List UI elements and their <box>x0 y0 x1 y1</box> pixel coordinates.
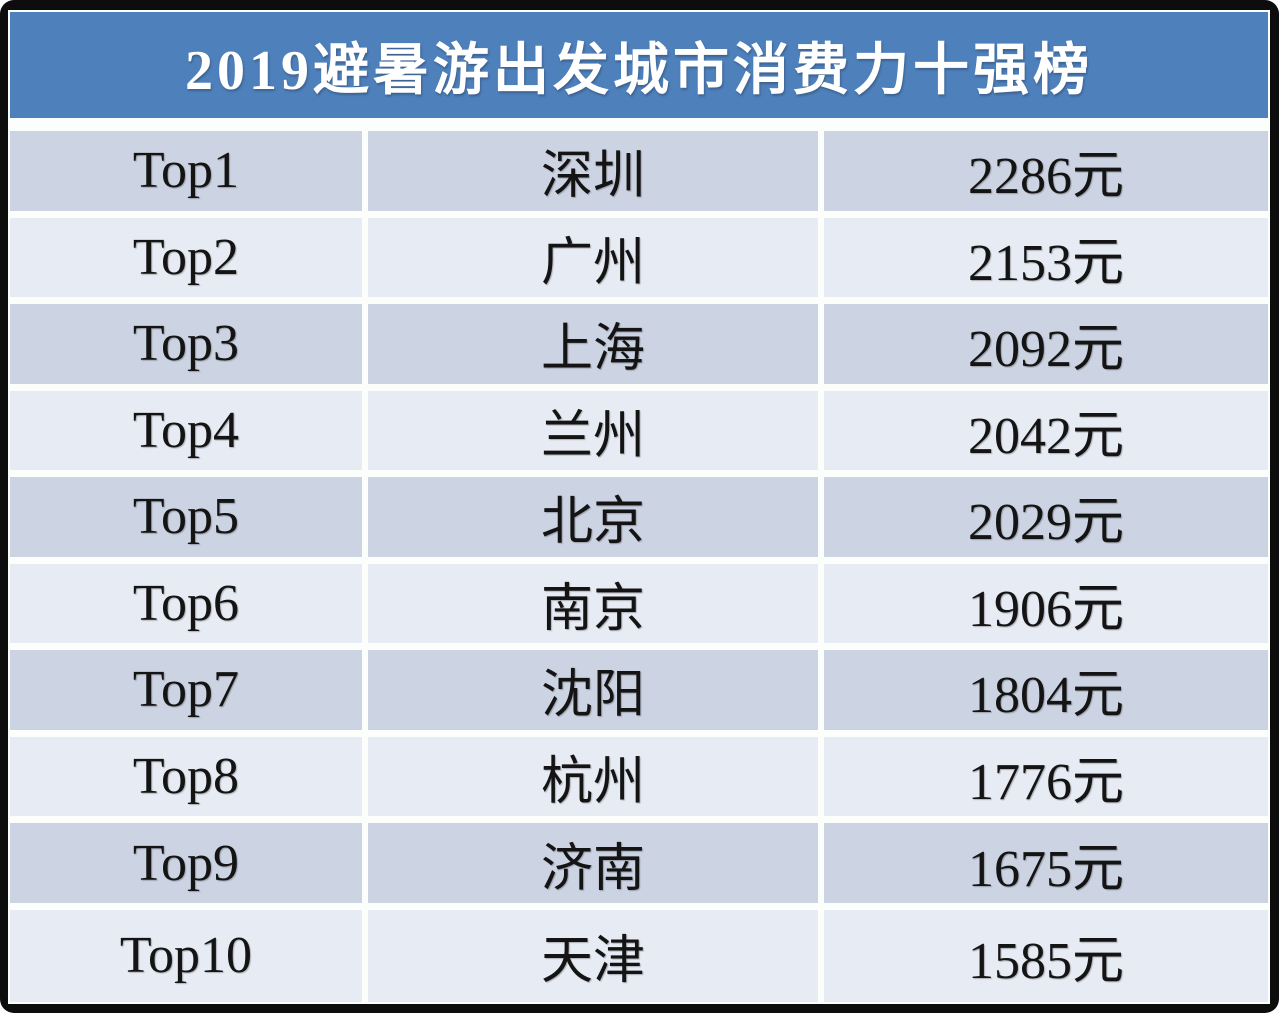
price-cell: 1906元 <box>824 563 1268 644</box>
table-row: Top7 沈阳 1804元 <box>10 650 1268 730</box>
city-cell: 上海 <box>368 304 818 384</box>
city-cell: 北京 <box>368 477 818 557</box>
price-cell: 1675元 <box>824 823 1268 903</box>
rank-cell: Top7 <box>10 650 362 730</box>
rank-cell: Top10 <box>10 909 362 1003</box>
price-cell: 1804元 <box>824 650 1268 730</box>
rank-cell: Top1 <box>10 131 362 211</box>
city-cell: 济南 <box>368 823 818 903</box>
city-cell: 天津 <box>368 909 818 1003</box>
rank-cell: Top8 <box>10 736 362 817</box>
table-title-bar: 2019避暑游出发城市消费力十强榜 <box>10 12 1268 118</box>
city-cell: 沈阳 <box>368 650 818 730</box>
table-row: Top6 南京 1906元 <box>10 563 1268 644</box>
price-cell: 1585元 <box>824 909 1268 1003</box>
price-cell: 2029元 <box>824 477 1268 557</box>
city-cell: 兰州 <box>368 390 818 471</box>
table-row: Top5 北京 2029元 <box>10 477 1268 557</box>
table-row: Top1 深圳 2286元 <box>10 131 1268 211</box>
city-cell: 广州 <box>368 217 818 298</box>
price-cell: 2286元 <box>824 131 1268 211</box>
table-title: 2019避暑游出发城市消费力十强榜 <box>185 39 1093 102</box>
city-cell: 南京 <box>368 563 818 644</box>
price-cell: 1776元 <box>824 736 1268 817</box>
rank-cell: Top2 <box>10 217 362 298</box>
table-row: Top4 兰州 2042元 <box>10 390 1268 471</box>
table-row: Top2 广州 2153元 <box>10 217 1268 298</box>
table-inner: 2019避暑游出发城市消费力十强榜 Top1 深圳 2286元 Top2 广州 … <box>8 10 1270 1004</box>
price-cell: 2092元 <box>824 304 1268 384</box>
rank-cell: Top9 <box>10 823 362 903</box>
price-cell: 2042元 <box>824 390 1268 471</box>
price-cell: 2153元 <box>824 217 1268 298</box>
city-cell: 深圳 <box>368 131 818 211</box>
table-row: Top3 上海 2092元 <box>10 304 1268 384</box>
city-cell: 杭州 <box>368 736 818 817</box>
rank-cell: Top6 <box>10 563 362 644</box>
table-row: Top8 杭州 1776元 <box>10 736 1268 817</box>
rank-cell: Top3 <box>10 304 362 384</box>
rank-cell: Top5 <box>10 477 362 557</box>
table-body: Top1 深圳 2286元 Top2 广州 2153元 Top3 上海 2092… <box>10 131 1268 1003</box>
table-row: Top10 天津 1585元 <box>10 909 1268 1003</box>
rank-cell: Top4 <box>10 390 362 471</box>
table-row: Top9 济南 1675元 <box>10 823 1268 903</box>
